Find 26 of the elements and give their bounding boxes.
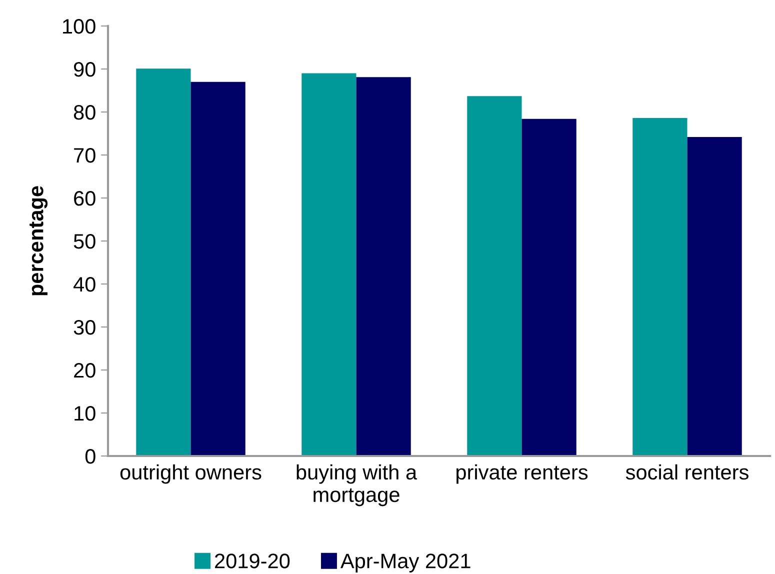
y-tick-label: 100 xyxy=(63,19,96,34)
legend-label: Apr-May 2021 xyxy=(340,554,470,572)
y-tick-label: 20 xyxy=(74,363,96,378)
y-tick-label: 80 xyxy=(74,105,96,120)
y-tick-label: 60 xyxy=(74,191,96,206)
y-tick-label: 40 xyxy=(74,277,96,292)
y-tick-label: 0 xyxy=(85,449,96,464)
x-tick-label: buying with a mortgage xyxy=(296,464,418,506)
y-tick-label: 50 xyxy=(74,234,96,249)
bar xyxy=(522,118,576,456)
bar xyxy=(190,82,246,456)
bar xyxy=(687,136,742,456)
y-tick-label: 70 xyxy=(74,148,96,163)
x-tick-label: social renters xyxy=(626,464,748,480)
bar xyxy=(136,68,191,456)
x-tick-label: outright owners xyxy=(120,464,262,484)
y-tick-label: 10 xyxy=(74,406,96,421)
y-tick-label: 90 xyxy=(74,62,96,77)
bar xyxy=(302,73,356,456)
y-tick-label: 30 xyxy=(74,320,96,335)
y-axis-title: percentage xyxy=(30,186,48,296)
bar xyxy=(632,118,688,456)
bar xyxy=(467,96,522,456)
x-tick-label: private renters xyxy=(456,464,588,484)
bar xyxy=(356,77,411,456)
legend-label: 2019-20 xyxy=(215,554,290,568)
